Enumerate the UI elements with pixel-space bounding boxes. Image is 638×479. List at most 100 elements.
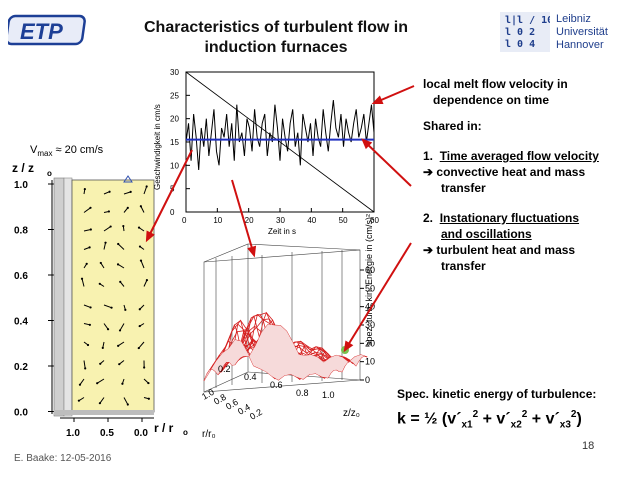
red-arrow-head [371, 95, 384, 105]
red-arrow [231, 179, 255, 256]
velocity-vector [140, 206, 145, 213]
surface-ztick-label: 50 [365, 283, 375, 293]
vector-head [108, 190, 111, 193]
turbulence-surface-chart: 0 10 20 30 40 50 60 spez. turb. kin. Energie i… [200, 214, 375, 440]
mark-row-1: l|l / 102 / 104 [505, 15, 550, 26]
velocity-vectors [77, 185, 150, 406]
shared-in-heading: Shared in: [423, 119, 482, 133]
surface-rlabel: r/r₀ [202, 429, 216, 440]
ts-xtick-label: 20 [245, 216, 254, 225]
etp-logo-text: ETP [20, 19, 63, 44]
item-1-title: 1. Time averaged flow velocity [423, 149, 599, 163]
velocity-vector [103, 226, 111, 232]
item-2-title: 2. Instationary fluctuations [423, 211, 580, 225]
velocity-vector [103, 242, 107, 250]
vector-head [99, 362, 102, 365]
left-ytick-label: 0.4 [14, 317, 28, 328]
tke-formula: k = ½ (v´x12 + v´x22 + v´x32) [397, 409, 582, 431]
velocity-vector [143, 186, 148, 195]
vector-head [88, 323, 91, 326]
vector-head [86, 343, 90, 347]
velocity-vector [83, 360, 86, 369]
vector-head [143, 366, 146, 369]
svg-text:l 0 4: l 0 4 [505, 39, 535, 50]
item-2-desc-b: transfer [441, 259, 486, 273]
vector-head [139, 205, 142, 208]
velocity-vector [81, 278, 85, 287]
ts-xtick-label: 40 [307, 216, 316, 225]
velocity-vector [117, 341, 125, 347]
surface-zztick-label: 0.2 [218, 364, 231, 374]
velocity-vector [123, 191, 131, 195]
surface-z-ticks: 0 10 20 30 40 50 60 [360, 265, 375, 385]
red-arrow [344, 242, 412, 351]
ts-ylabel: Geschwindigkeit in cm/s [153, 104, 162, 190]
vector-head [138, 308, 141, 311]
slide-title: Characteristics of turbulent flow in ind… [96, 18, 456, 58]
surface-r-ticks: 1.00.80.60.40.2 [200, 387, 264, 422]
velocity-vector [143, 279, 148, 287]
red-arrow-head [247, 245, 257, 258]
vector-head [137, 346, 140, 350]
footer-author-date: E. Baake: 12-05-2016 [14, 453, 112, 464]
vector-head [77, 399, 81, 402]
vector-head [138, 245, 142, 248]
item-1-desc: ➔ convective heat and mass [423, 165, 586, 179]
red-arrow [146, 149, 193, 241]
ts-ytick-label: 15 [170, 138, 179, 147]
vector-head [122, 224, 125, 228]
left-ylabel: z / z [12, 161, 34, 175]
ts-ytick-label: 30 [170, 68, 179, 77]
vector-head [126, 206, 129, 209]
ts-xtick-label: 30 [276, 216, 285, 225]
surface-fill [204, 324, 368, 381]
vector-head [147, 397, 150, 400]
description-text: local melt flow velocity in dependence o… [423, 76, 635, 274]
etp-logo: ETP [8, 14, 86, 46]
velocity-vector [103, 323, 109, 330]
surface-ztick-label: 0 [365, 375, 370, 385]
left-xlabel-sub: o [183, 428, 188, 437]
vector-head [117, 344, 120, 347]
vector-head [98, 282, 101, 285]
vector-head [109, 225, 112, 228]
surface-ztick-label: 40 [365, 302, 375, 312]
university-name: Leibniz Universität Hannover [556, 13, 608, 51]
velocity-vector [83, 229, 91, 232]
formula-label: Spec. kinetic energy of turbulence: [397, 387, 597, 401]
surface-zztick-label: 0.4 [244, 372, 257, 382]
title-line-1: Characteristics of turbulent flow in [143, 19, 409, 36]
ts-trend-line [185, 71, 375, 213]
vector-head [138, 324, 141, 328]
left-xtick-label: 0.5 [100, 428, 114, 439]
vector-head [147, 381, 150, 385]
velocity-vector [99, 397, 105, 404]
surface-zztick-label: 0.6 [270, 380, 283, 390]
page-number: 18 [582, 440, 595, 452]
vector-head [96, 382, 99, 385]
ts-velocity-series [185, 99, 375, 171]
ts-xtick-label: 50 [339, 216, 348, 225]
vector-head [117, 242, 120, 246]
item-2-title-b: and oscillations [441, 227, 532, 241]
vector-head [145, 185, 148, 188]
velocity-vector [123, 397, 129, 405]
desc-line-1b: dependence on time [433, 93, 550, 107]
university-logo: l|l / 102 / 104 l 0 2 l 0 4 Leibniz Univ… [500, 12, 630, 52]
vector-head [78, 383, 82, 386]
vector-head [110, 306, 113, 309]
vector-head [124, 308, 127, 311]
velocity-vector [140, 260, 145, 269]
vector-head [104, 241, 107, 244]
crucible-bottom [54, 410, 154, 415]
ts-xtick-label: 0 [182, 216, 187, 225]
vmax-label: Vmax ≈ 20 cm/s [30, 144, 104, 159]
velocity-vector [96, 378, 105, 384]
vector-head [83, 187, 86, 191]
vector-head [85, 262, 88, 265]
vector-head [106, 328, 110, 331]
svg-text:l 0 2: l 0 2 [505, 27, 535, 38]
left-xtick-label: 1.0 [66, 428, 80, 439]
